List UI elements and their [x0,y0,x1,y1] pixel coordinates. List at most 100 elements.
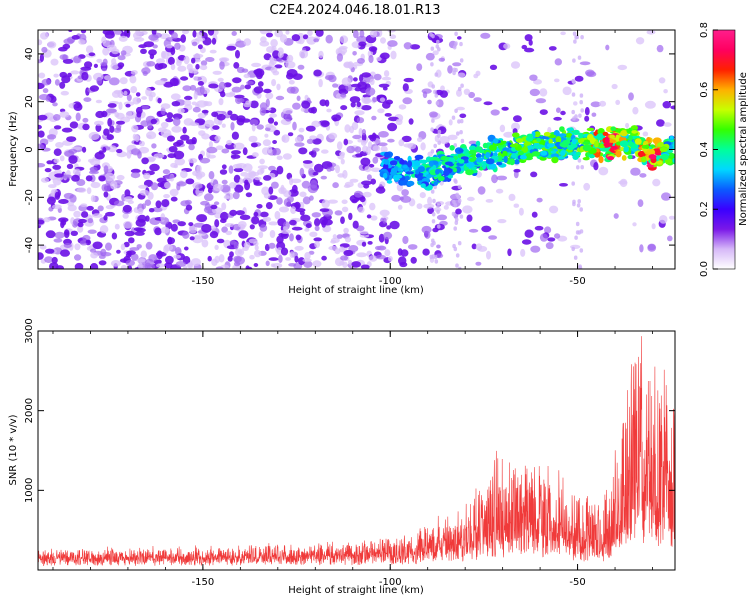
heatmap-cell [239,214,251,220]
heatmap-cell [251,62,262,68]
heatmap-cell [473,73,479,79]
heatmap-cell [390,50,397,60]
heatmap-cell [201,133,210,140]
heatmap-cell [619,140,629,148]
heatmap-cell [182,30,189,35]
heatmap-cell [212,183,224,192]
heatmap-cell [126,111,133,117]
heatmap-cell [157,182,164,188]
heatmap-cell [462,205,473,214]
heatmap-cell [126,30,131,38]
heatmap-cell [249,224,255,230]
heatmap-cell [468,91,475,99]
heatmap-cell [324,99,330,107]
heatmap-cell [85,239,90,244]
heatmap-cell [548,46,557,51]
heatmap-cell [259,224,268,232]
heatmap-cell [377,142,388,147]
heatmap-cell [201,239,209,248]
heatmap-cell [343,138,349,146]
heatmap-cell [53,114,61,121]
heatmap-cell [48,184,57,189]
heatmap-cell [302,258,312,263]
heatmap-cell [502,150,508,157]
heatmap-cell [576,165,580,170]
heatmap-cell [268,165,276,172]
heatmap-cell [572,58,576,63]
heatmap-cell [213,30,219,35]
heatmap-cell [544,226,552,234]
colorbar-tick-label: 0.8 [699,22,710,38]
heatmap-cell [572,116,576,121]
heatmap-cell [96,76,103,85]
heatmap-cell [352,51,357,56]
heatmap-cell [92,213,103,218]
heatmap-cell [420,183,426,189]
heatmap-cell [607,139,616,143]
colorbar-gradient [713,30,735,269]
heatmap-cell [534,131,541,138]
heatmap-cell [663,122,672,127]
heatmap-cell [365,146,371,155]
heatmap-cell [637,199,644,208]
heatmap-cell [139,140,145,147]
heatmap-cell [369,30,377,38]
heatmap-cell [109,125,115,133]
heatmap-cell [408,118,414,125]
heatmap-cell [204,119,215,127]
heatmap-cell [38,94,50,101]
heatmap-cell [340,216,345,224]
heatmap-cell [508,193,516,201]
heatmap-cell [196,32,203,38]
heatmap-cell [242,147,248,156]
snr-panel: -150 -100 -50 1000 2000 3000 Height of strai… [8,318,676,596]
heatmap-cell [199,85,205,95]
heatmap-cell [41,78,51,86]
heatmap-cell [435,101,440,106]
heatmap-cell [593,162,599,171]
heatmap-cell [191,41,198,47]
heatmap-peak [562,139,571,145]
heatmap-cell [104,172,116,182]
heatmap-cell [463,88,471,96]
heatmap-cell [155,58,166,64]
heatmap-cell [405,171,414,175]
heatmap-cell [361,241,367,247]
heatmap-cell [140,48,147,54]
heatmap-cell [573,39,577,44]
heatmap-cell [663,89,668,94]
heatmap-cell [175,261,187,267]
heatmap-cell [208,171,215,180]
heatmap-cell [414,154,424,160]
heatmap-cell [397,248,403,256]
heatmap-cell [291,184,298,194]
heatmap-cell [399,179,409,186]
heatmap-cell [184,246,189,251]
heatmap-cell [160,213,166,222]
heatmap-cell [343,184,351,189]
heatmap-cell [656,119,665,127]
heatmap-cell [289,233,294,242]
heatmap-cell [488,163,497,170]
heatmap-cell [380,37,386,44]
heatmap-cell [123,241,130,248]
heatmap-cell [106,108,117,114]
heatmap-cell [233,241,239,250]
heatmap-cell [328,132,338,140]
heatmap-cell [403,77,414,83]
heatmap-cell [243,241,251,249]
heatmap-cell [285,61,296,69]
heatmap-cell [70,230,79,236]
heatmap-cell [294,255,299,263]
heatmap-cell [403,42,412,50]
heatmap-cell [385,99,393,105]
heatmap-cell [294,245,304,251]
heatmap-cell [234,248,245,257]
heatmap-cell [573,255,578,260]
heatmap-cell [234,94,245,99]
heatmap-cell [475,261,482,266]
heatmap-cell [87,218,94,224]
heatmap-cell [521,239,532,245]
heatmap-cell [436,39,440,45]
heatmap-cell [560,31,566,36]
